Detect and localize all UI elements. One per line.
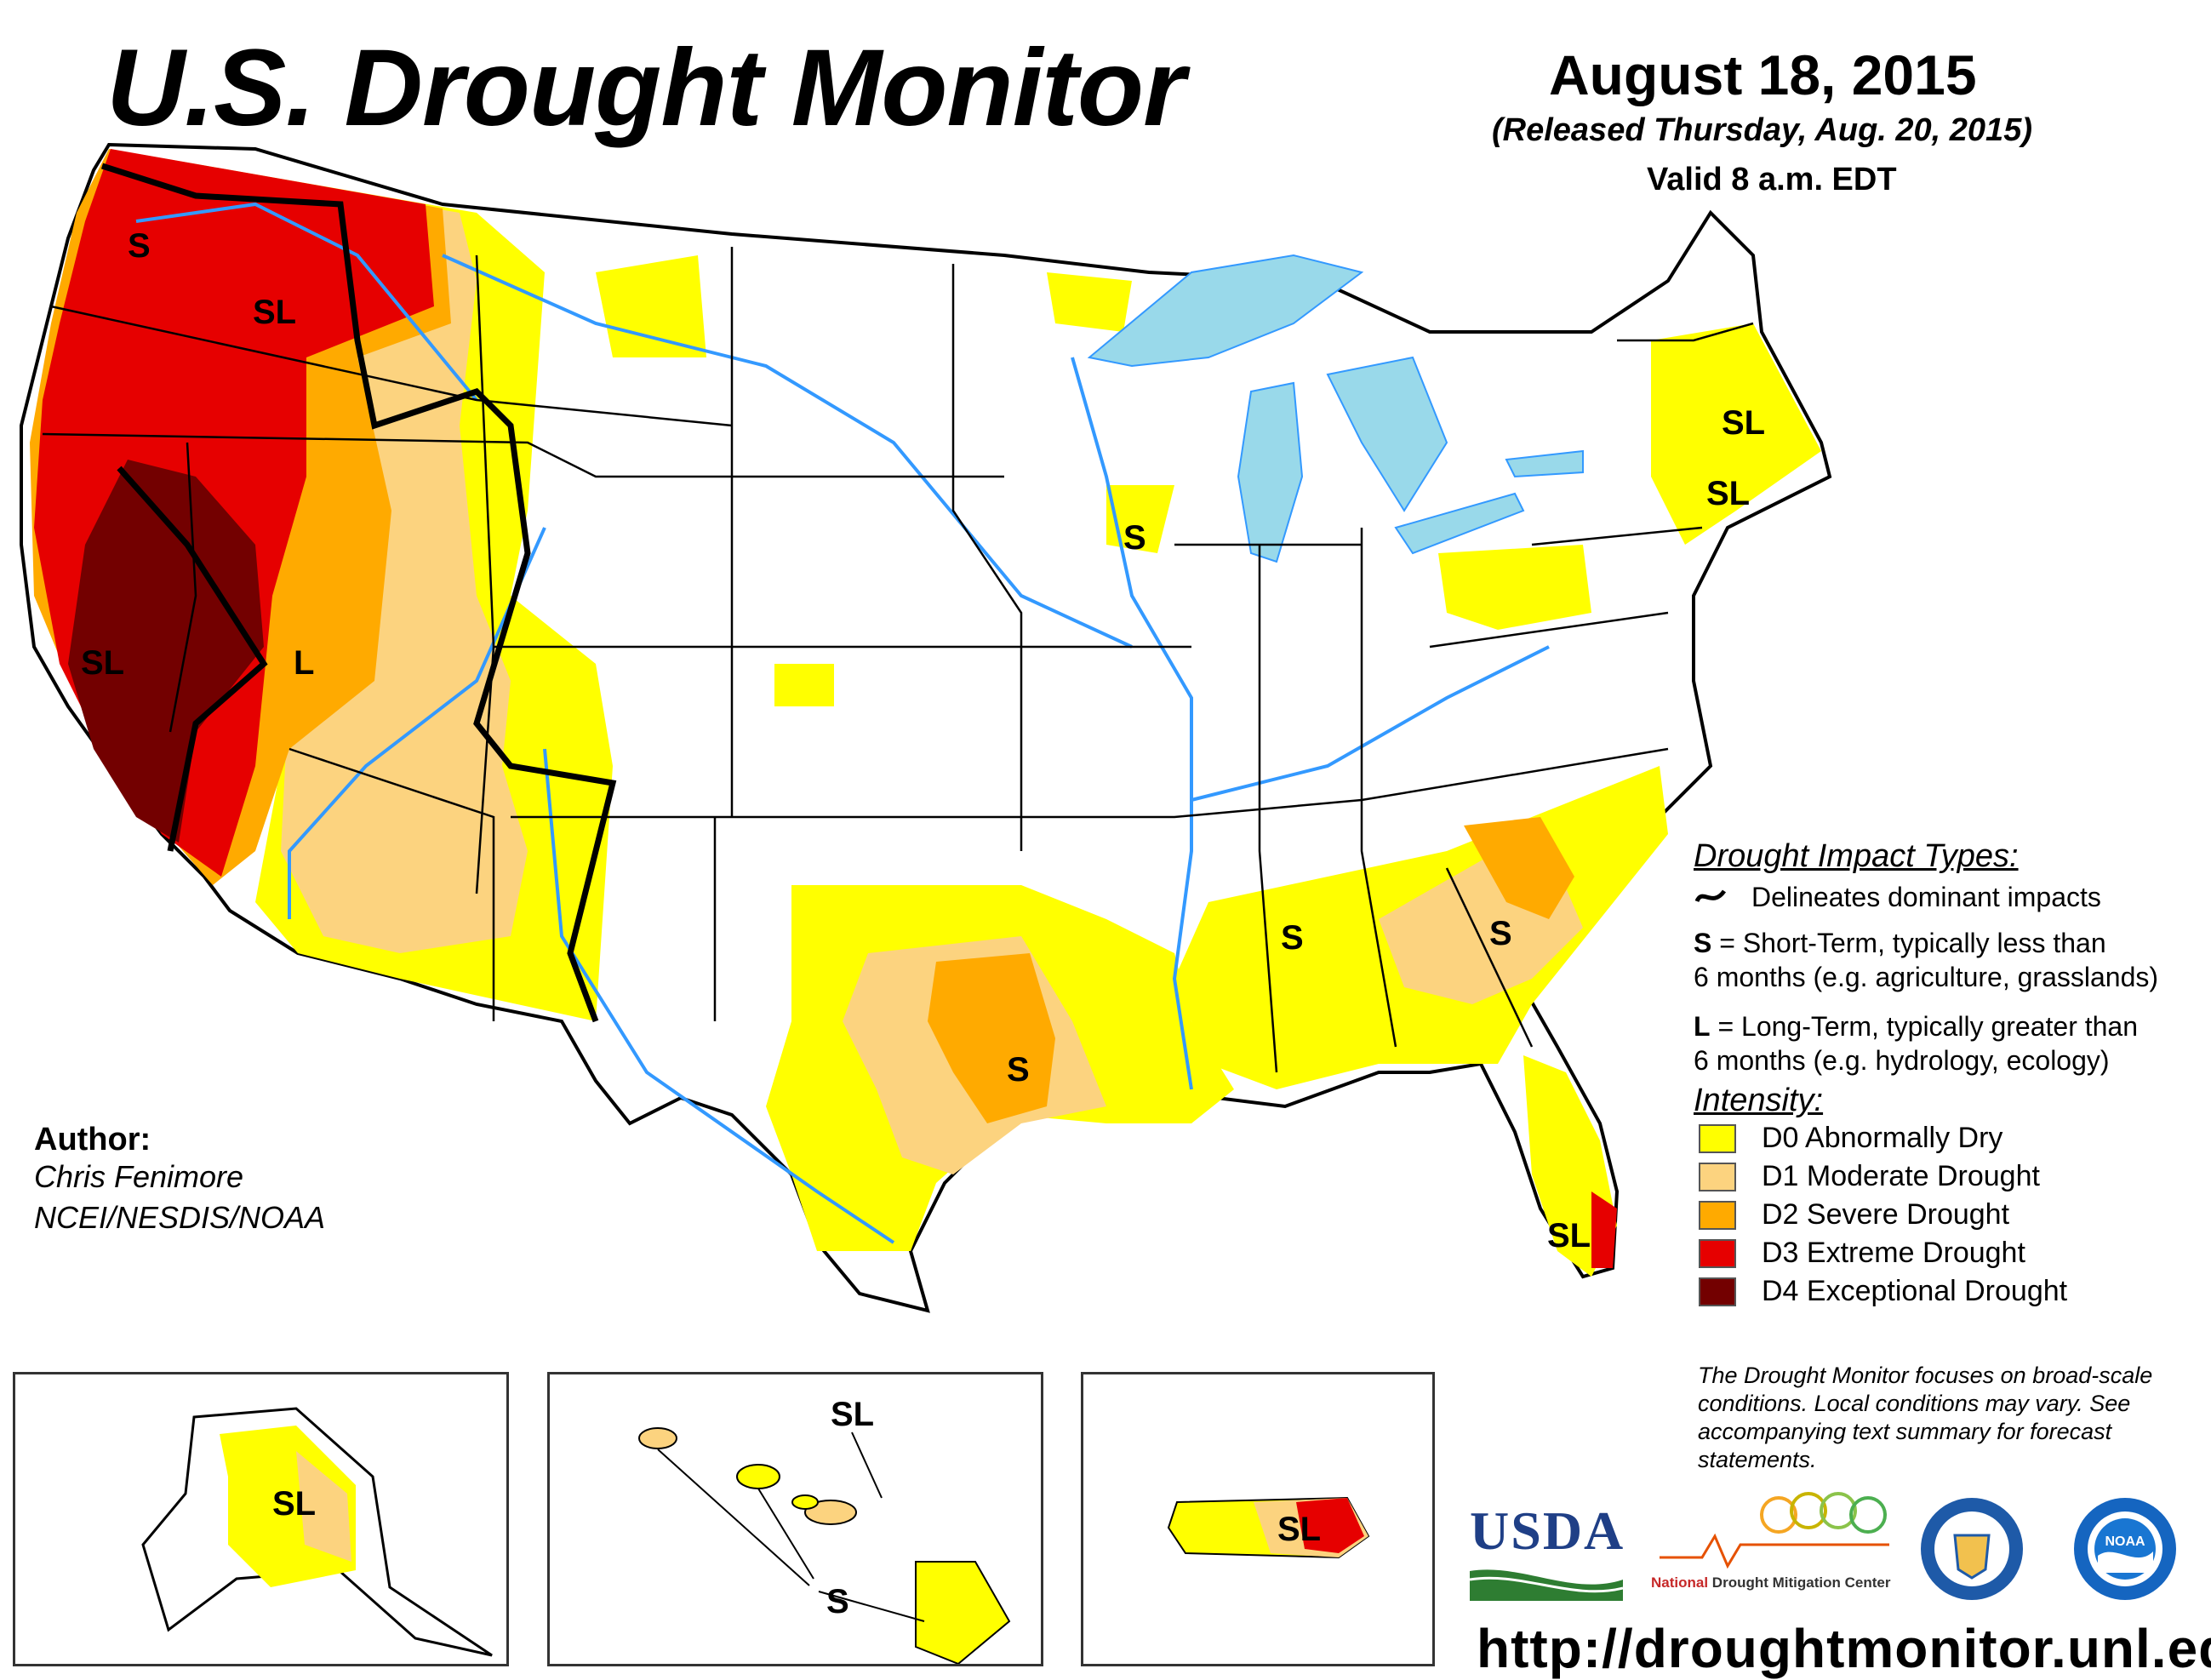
legend: Drought Impact Types: Delineates dominan… [1694, 838, 2204, 1311]
ndmc-logo: National Drought Mitigation Center [1651, 1485, 1891, 1604]
intensity-label: D1 Moderate Drought [1762, 1160, 2040, 1192]
lake-ontario [1505, 449, 1584, 478]
label-pr-sl: SL [1277, 1511, 1321, 1548]
author-name: Chris Fenimore [34, 1159, 244, 1194]
intensity-row: D4 Exceptional Drought [1694, 1272, 2204, 1311]
page-title: U.S. Drought Monitor [106, 27, 1185, 149]
short-term-entry: S = Short-Term, typically less than [1694, 926, 2204, 960]
intensity-swatch [1699, 1238, 1736, 1268]
d0-ohio [1438, 545, 1591, 630]
lake-michigan [1237, 381, 1304, 563]
label-ms-s: S [1281, 919, 1304, 957]
usda-logo-text: USDA [1470, 1500, 1625, 1561]
label-vt-sl: SL [1722, 404, 1765, 442]
label-hi-sl: SL [831, 1396, 874, 1433]
intensity-label: D0 Abnormally Dry [1762, 1122, 2003, 1154]
long-term-key: L [1694, 1011, 1711, 1042]
release-date: (Released Thursday, Aug. 20, 2015) [1492, 112, 2032, 148]
label-wa-sl: SL [253, 294, 296, 331]
d4-california [68, 460, 264, 843]
d0-midwest-1 [1047, 272, 1132, 332]
impact-line-legend: Delineates dominant impacts [1694, 880, 2204, 914]
ndmc-trees-icon [1660, 1492, 1889, 1569]
impact-line-text: Delineates dominant impacts [1751, 882, 2101, 912]
noaa-seal-text: NOAA [2105, 1534, 2145, 1549]
columbia-river [135, 202, 478, 402]
puerto-rico-map: SL [1167, 1496, 1370, 1559]
intensity-heading: Intensity: [1694, 1083, 1824, 1118]
noaa-seal-icon: NOAA [2074, 1498, 2176, 1600]
label-wa-s: S [128, 227, 151, 265]
hawaii-inset: SL S [547, 1372, 1043, 1666]
impact-line-west [100, 163, 617, 1023]
intensity-swatch [1699, 1162, 1736, 1191]
intensity-row: D2 Severe Drought [1694, 1196, 2204, 1234]
rio-grande [543, 748, 895, 1244]
intensity-list: D0 Abnormally Dry D1 Moderate Drought D2 S… [1694, 1119, 2204, 1311]
intensity-label: D4 Exceptional Drought [1762, 1275, 2068, 1307]
label-nv-l: L [294, 644, 314, 682]
short-term-text1: = Short-Term, typically less than [1711, 928, 2106, 958]
d2-carolinas [1464, 817, 1574, 919]
ndmc-text: National Drought Mitigation Center [1651, 1574, 1891, 1591]
mississippi-river [1071, 357, 1193, 1090]
alaska-inset: SL [13, 1372, 509, 1666]
d0-northeast [1651, 323, 1821, 545]
label-hi-s: S [826, 1583, 849, 1620]
author-heading: Author: [34, 1122, 151, 1157]
valid-time: Valid 8 a.m. EDT [1647, 162, 1897, 197]
usda-field-icon [1469, 1569, 1624, 1601]
long-term-text1: = Long-Term, typically greater than [1710, 1011, 2139, 1042]
long-term-entry: L = Long-Term, typically greater than [1694, 1009, 2204, 1043]
ndmc-text-a: National [1651, 1574, 1709, 1591]
colorado-river [288, 527, 546, 919]
intensity-row: D1 Moderate Drought [1694, 1157, 2204, 1196]
intensity-swatch [1699, 1200, 1736, 1230]
intensity-row: D0 Abnormally Dry [1694, 1119, 2204, 1157]
label-ca-sl: SL [81, 644, 124, 682]
impact-line-ca [117, 466, 268, 852]
intensity-label: D3 Extreme Drought [1762, 1237, 2025, 1269]
ndmc-text-b: Drought Mitigation Center [1711, 1574, 1891, 1591]
impact-line-icon [1694, 889, 1727, 903]
lake-superior [1087, 254, 1364, 368]
d0-montana [596, 255, 706, 357]
website-url[interactable]: http://droughtmonitor.unl.edu/ [1477, 1618, 2211, 1679]
label-fl-sl: SL [1547, 1217, 1591, 1254]
intensity-row: D3 Extreme Drought [1694, 1234, 2204, 1272]
author-org: NCEI/NESDIS/NOAA [34, 1200, 326, 1235]
lake-erie [1394, 492, 1525, 555]
lake-huron [1326, 356, 1448, 512]
impact-types-heading: Drought Impact Types: [1694, 838, 2019, 874]
d3-florida [1591, 1191, 1617, 1268]
state-borders [42, 247, 1754, 1073]
usda-logo: USDA [1469, 1500, 1625, 1602]
long-term-text2: 6 months (e.g. hydrology, ecology) [1694, 1045, 2110, 1076]
label-ia-s: S [1123, 519, 1146, 557]
d0-kansas [774, 664, 834, 706]
intensity-swatch [1699, 1277, 1736, 1306]
intensity-swatch [1699, 1123, 1736, 1153]
puerto-rico-inset: SL [1081, 1372, 1435, 1666]
hawaii-map: SL S [638, 1396, 1011, 1666]
intensity-label: D2 Severe Drought [1762, 1198, 2010, 1231]
label-ma-sl: SL [1706, 475, 1750, 512]
alaska-map: SL [141, 1407, 493, 1657]
label-ak-sl: SL [272, 1485, 316, 1523]
map-date: August 18, 2015 [1549, 43, 1977, 106]
disclaimer-note: The Drought Monitor focuses on broad-sca… [1698, 1363, 2153, 1472]
commerce-seal-icon [1921, 1498, 2023, 1600]
label-sc-s: S [1489, 915, 1512, 952]
short-term-key: S [1694, 928, 1712, 958]
missouri-river [442, 254, 1133, 649]
d0-iowa [1106, 485, 1174, 553]
label-tx-s: S [1007, 1051, 1030, 1089]
short-term-text2: 6 months (e.g. agriculture, grasslands) [1694, 962, 2159, 992]
d2-texas [928, 953, 1055, 1123]
